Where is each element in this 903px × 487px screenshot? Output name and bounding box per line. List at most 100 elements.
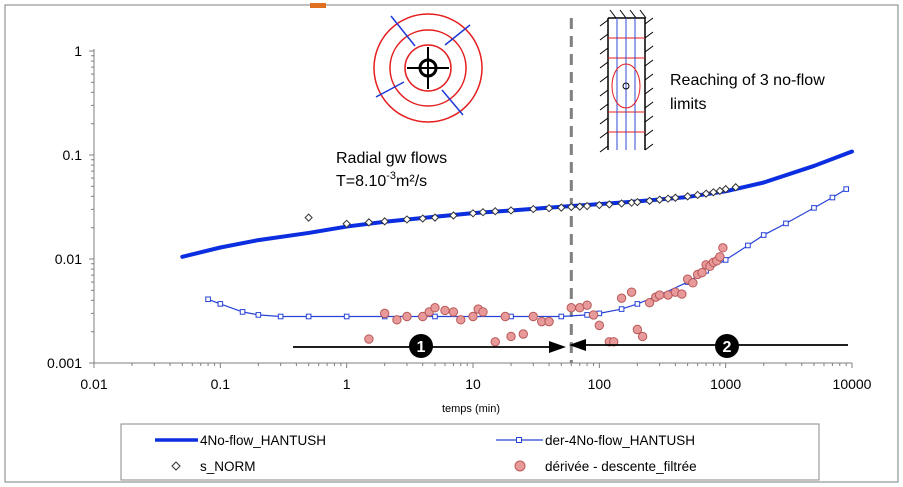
phase-1-label: 1 <box>417 339 426 356</box>
top-accent-bar <box>310 3 326 8</box>
series-s-norm <box>304 183 740 229</box>
svg-text:s_NORM: s_NORM <box>200 459 256 474</box>
derivative-marker <box>829 194 836 201</box>
derivative-data-point <box>379 308 390 319</box>
derivative-data-point <box>566 303 577 313</box>
derivative-marker <box>745 242 751 249</box>
derivative-marker <box>205 296 211 303</box>
svg-text:der-4No-flow_HANTUSH: der-4No-flow_HANTUSH <box>545 433 695 448</box>
derivative-marker <box>343 313 350 320</box>
phase-2-badge <box>715 334 739 358</box>
legend-item-derivee-descente-filtree: dérivée - descente_filtrée <box>514 459 697 474</box>
derivative-data-point <box>490 337 500 347</box>
derivative-data-point <box>637 331 648 342</box>
x-tick-label: 10000 <box>833 376 872 392</box>
derivative-data-point <box>626 287 637 297</box>
data-point <box>701 189 711 198</box>
derivative-data-point <box>688 278 698 288</box>
x-tick-label: 0.1 <box>211 376 231 392</box>
data-point <box>449 211 458 220</box>
derivative-marker <box>558 313 565 320</box>
y-tick-label: 0.1 <box>63 147 83 163</box>
svg-text:4No-flow_HANTUSH: 4No-flow_HANTUSH <box>200 433 326 448</box>
data-point <box>663 194 673 203</box>
derivative-marker <box>783 220 789 227</box>
radial-flow-icon <box>373 13 483 123</box>
data-point <box>683 192 692 201</box>
data-point <box>575 202 584 211</box>
radial-flow-title: Radial gw flows <box>336 150 447 167</box>
derivative-marker <box>217 301 224 307</box>
data-point <box>557 203 566 212</box>
derivative-data-point <box>715 252 725 262</box>
derivative-data-point <box>364 334 374 344</box>
derivative-data-point <box>677 289 687 299</box>
derivative-data-point <box>582 300 592 310</box>
y-tick-label: 0.001 <box>47 355 82 371</box>
no-flow-boundaries-icon <box>599 9 654 153</box>
derivative-data-point <box>392 315 402 325</box>
derivative-data-point <box>528 311 538 322</box>
data-point <box>617 199 626 208</box>
data-point <box>605 200 614 209</box>
derivative-data-point <box>518 329 528 339</box>
legend-item-4no-flow-hantush: 4No-flow_HANTUSH <box>155 433 326 448</box>
series-layer <box>180 149 854 347</box>
data-point <box>468 209 478 218</box>
derivative-marker <box>811 205 817 211</box>
derivative-data-point <box>440 305 450 316</box>
x-axis-label: temps (min) <box>442 403 500 415</box>
data-point <box>693 190 702 200</box>
legend-item-s-norm: s_NORM <box>171 459 256 474</box>
derivative-data-point <box>448 307 459 317</box>
derivative-data-point <box>697 267 707 278</box>
data-point <box>342 219 351 229</box>
data-point <box>721 184 730 194</box>
data-point <box>731 183 740 192</box>
data-point <box>418 214 427 223</box>
derivative-data-point <box>418 311 428 322</box>
data-point <box>304 213 313 222</box>
derivative-data-point <box>616 293 627 303</box>
data-point <box>582 201 592 211</box>
data-point <box>402 215 412 224</box>
x-tick-label: 1 <box>343 376 351 392</box>
data-point <box>595 200 604 210</box>
data-point <box>506 206 516 215</box>
derivative-data-point <box>506 331 516 342</box>
data-point <box>655 195 664 204</box>
data-point <box>544 203 554 213</box>
derivative-data-point <box>430 303 440 313</box>
data-point <box>645 196 654 206</box>
data-point <box>567 202 576 212</box>
no-flow-label-line2: limits <box>670 96 706 113</box>
derivative-data-point <box>402 311 412 322</box>
derivative-data-point <box>609 337 619 347</box>
phase-1-badge <box>409 334 433 358</box>
data-point <box>633 197 642 207</box>
legend: 4No-flow_HANTUSH der-4No-flow_HANTUSH s_… <box>120 423 820 481</box>
derivative-marker <box>432 313 438 320</box>
derivative-data-point <box>588 310 599 320</box>
derivative-data-point <box>718 243 728 253</box>
derivative-data-point <box>632 324 643 335</box>
x-tick-label: 10 <box>465 376 481 392</box>
data-point <box>709 188 718 197</box>
phase-2-label: 2 <box>723 339 732 356</box>
derivative-data-point <box>478 307 488 317</box>
derivative-marker <box>239 309 246 315</box>
derivative-data-point <box>654 290 665 300</box>
x-axis-ticks: 0.01 0.1 1 10 100 1000 10000 <box>80 363 872 392</box>
derivative-marker <box>277 313 284 320</box>
derivative-marker <box>618 306 625 312</box>
data-point <box>430 213 440 222</box>
data-point <box>671 193 680 202</box>
x-tick-label: 1000 <box>710 376 741 392</box>
data-point <box>364 218 374 227</box>
derivative-data-point <box>644 298 655 308</box>
y-tick-label: 1 <box>74 43 82 59</box>
y-axis-ticks: 0.001 0.01 0.1 1 <box>47 43 94 371</box>
series-derivee-descente-filtree <box>364 243 728 347</box>
x-tick-label: 100 <box>588 376 612 392</box>
